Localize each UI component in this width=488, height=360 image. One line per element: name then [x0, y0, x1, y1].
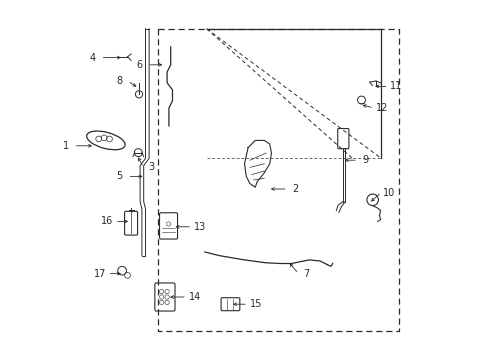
Text: 10: 10	[382, 188, 394, 198]
Text: 15: 15	[249, 299, 262, 309]
Text: 5: 5	[116, 171, 122, 181]
Text: 3: 3	[148, 162, 154, 172]
Text: 1: 1	[62, 141, 68, 151]
Text: 14: 14	[188, 292, 201, 302]
Text: 2: 2	[292, 184, 298, 194]
Text: 6: 6	[136, 60, 142, 70]
Text: 9: 9	[362, 155, 368, 165]
Text: 17: 17	[93, 269, 106, 279]
Text: 12: 12	[375, 103, 387, 113]
Text: 13: 13	[194, 222, 206, 232]
Text: 7: 7	[303, 269, 309, 279]
Text: 11: 11	[389, 81, 402, 91]
Text: 4: 4	[89, 53, 96, 63]
Text: 8: 8	[116, 76, 122, 86]
Text: 16: 16	[101, 216, 113, 226]
